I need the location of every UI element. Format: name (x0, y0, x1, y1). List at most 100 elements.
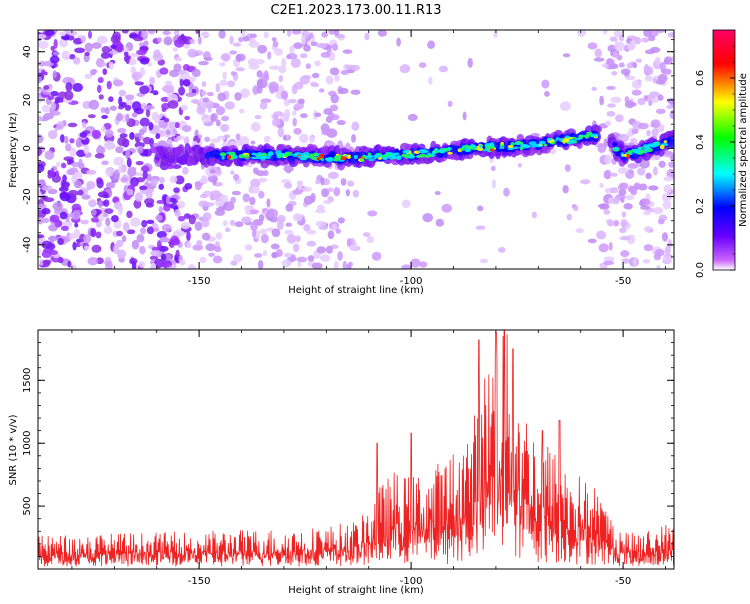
spectrogram-noise-blob (118, 96, 123, 106)
trace-hot-blob (388, 157, 396, 160)
spectrogram-noise-blob (321, 130, 331, 136)
spectrogram-noise-blob (613, 219, 620, 227)
spectrogram-noise-blob (591, 86, 597, 91)
spectrogram-noise-blob (185, 92, 196, 97)
spectrogram-noise-blob (84, 245, 90, 251)
spectrogram-noise-blob (352, 189, 360, 198)
spectrogram-noise-blob (297, 98, 305, 105)
spectrogram-noise-blob (42, 259, 52, 265)
spectrogram-noise-blob (52, 51, 60, 56)
spectrogram-noise-blob (587, 238, 597, 244)
spectrogram-noise-blob (84, 42, 93, 53)
y-tick-label: 500 (22, 497, 33, 516)
spectrogram-noise-blob (212, 255, 223, 264)
spectrogram-noise-blob (227, 80, 236, 88)
spectrogram-noise-blob (271, 117, 281, 127)
spectrogram-noise-blob (137, 147, 144, 154)
spectrogram-noise-blob (640, 205, 651, 210)
spectrogram-noise-blob (292, 110, 297, 116)
spectrogram-noise-blob (161, 86, 171, 92)
spectrogram-noise-blob (619, 182, 629, 189)
trace-hot-blob (614, 146, 619, 151)
spectrogram-noise-blob (326, 128, 338, 138)
spectrogram-noise-blob (215, 232, 223, 240)
trace-hot-blob (562, 139, 566, 144)
spectrogram-noise-blob (315, 208, 326, 214)
spectrogram-noise-blob (573, 204, 579, 212)
spectrogram-noise-blob (364, 32, 370, 41)
spectrogram-noise-blob (268, 208, 279, 218)
spectrogram-noise-blob (233, 254, 243, 263)
spectrogram-noise-blob (633, 182, 641, 190)
spectrogram-noise-blob (105, 181, 116, 189)
spectrogram-noise-blob (267, 51, 272, 60)
spectrogram-noise-blob (64, 181, 70, 190)
trace-hot-blob (221, 156, 225, 160)
spectrogram-noise-blob (91, 209, 97, 216)
spectrogram-noise-blob (173, 30, 180, 36)
spectrogram-noise-blob (143, 40, 149, 47)
spectrogram-noise-blob (247, 58, 258, 66)
spectrogram-noise-blob (616, 54, 623, 61)
spectrogram-noise-blob (173, 63, 182, 73)
y-tick-label: -40 (22, 237, 33, 253)
spectrogram-noise-blob (661, 192, 672, 202)
trace-hot-blob (663, 140, 668, 144)
spectrogram-noise-blob (315, 43, 326, 48)
spectrogram-noise-blob (467, 57, 473, 68)
trace-hot-blob (327, 156, 334, 161)
spectrogram-noise-blob (208, 252, 215, 257)
spectrogram-noise-blob (347, 180, 355, 187)
x-tick-label: -100 (400, 576, 423, 587)
spectrogram-noise-blob (606, 85, 616, 91)
spectrogram-noise-blob (668, 161, 674, 168)
spectrogram-noise-blob (117, 136, 127, 147)
spectrogram-noise-blob (654, 56, 661, 66)
spectrogram-noise-blob (315, 220, 327, 227)
spectrogram-noise-blob (150, 178, 159, 186)
spectrogram-noise-blob (274, 86, 279, 93)
x-tick-label: -100 (400, 276, 423, 287)
spectrogram-noise-blob (148, 121, 154, 131)
spectrogram-noise-blob (599, 203, 610, 210)
spectrogram-noise-blob (197, 36, 202, 45)
spectrogram-noise-blob (293, 127, 302, 135)
spectrogram-noise-blob (80, 35, 87, 43)
spectrogram-noise-blob (133, 36, 144, 42)
spectrogram-noise-blob (342, 49, 353, 54)
spectrogram-noise-blob (297, 261, 302, 268)
spectrogram-noise-blob (300, 113, 308, 119)
trace-core-blob (612, 141, 618, 147)
trace-hot-blob (367, 154, 372, 158)
colorbar: 0.0 0.2 0.4 0.6 Normalized spectral amplitu… (695, 29, 749, 278)
spectrogram-noise-blob (296, 256, 308, 263)
spectrogram-noise-blob (275, 249, 283, 257)
spectrogram-noise-blob (447, 100, 453, 107)
spectrogram-noise-blob (201, 232, 211, 241)
spectrogram-noise-blob (60, 134, 65, 143)
spectrogram-noise-blob (662, 254, 673, 264)
spectrogram-noise-blob (422, 212, 434, 223)
spectrogram-noise-blob (566, 213, 572, 221)
spectrogram-noise-blob (100, 125, 106, 133)
spectrogram-y-ticks: -40 -20 0 20 40 (22, 39, 674, 270)
spectrogram-noise-blob (210, 138, 221, 144)
trace-hot-blob (627, 150, 633, 155)
spectrogram-noise-blob (316, 246, 327, 254)
spectrogram-noise-blob (612, 51, 618, 59)
spectrogram-noise-blob (462, 111, 467, 121)
spectrogram-noise-blob (112, 244, 120, 255)
trace-core-blob (670, 138, 674, 143)
trace-hot-blob (353, 154, 359, 160)
spectrogram-noise-blob (291, 30, 302, 35)
spectrogram-noise-blob (43, 85, 50, 90)
spectrogram-noise-blob (83, 144, 90, 155)
spectrogram-noise-blob (101, 160, 109, 166)
trace-hot-blob (430, 154, 435, 158)
spectrogram-noise-blob (644, 75, 653, 82)
spectrogram-noise-blob (221, 142, 228, 147)
spectrogram-noise-blob (643, 210, 652, 216)
spectrogram-noise-blob (162, 30, 171, 36)
spectrogram-noise-blob (203, 56, 213, 61)
